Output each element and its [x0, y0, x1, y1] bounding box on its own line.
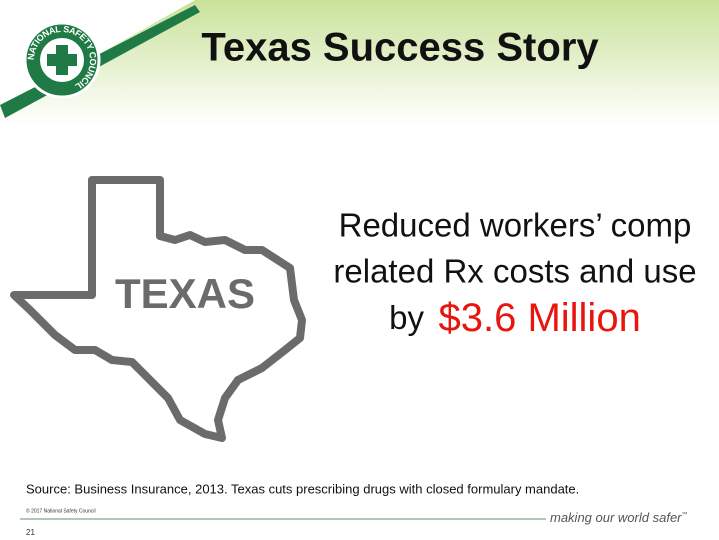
- tagline-text: making our world safer: [550, 510, 682, 525]
- statement-prefix: by: [389, 299, 424, 336]
- statement-line: Reduced workers’ comp: [339, 207, 692, 244]
- texas-outline: [10, 176, 306, 442]
- statement-highlight: $3.6 Million: [438, 296, 640, 340]
- statement-line: related Rx costs and use: [333, 253, 696, 290]
- source: Source: Business Insurance, 2013. Texas …: [26, 481, 579, 496]
- tagline: making our world safer™: [550, 510, 688, 525]
- map-label: TEXAS: [115, 270, 255, 317]
- copyright: © 2017 National Safety Council: [26, 507, 96, 514]
- statement-line: by $3.6 Million: [389, 296, 641, 340]
- page-number: 21: [26, 528, 35, 537]
- trademark: ™: [682, 511, 688, 518]
- logo: NATIONAL SAFETY COUNCIL: [23, 21, 101, 99]
- title: Texas Success Story: [201, 26, 599, 70]
